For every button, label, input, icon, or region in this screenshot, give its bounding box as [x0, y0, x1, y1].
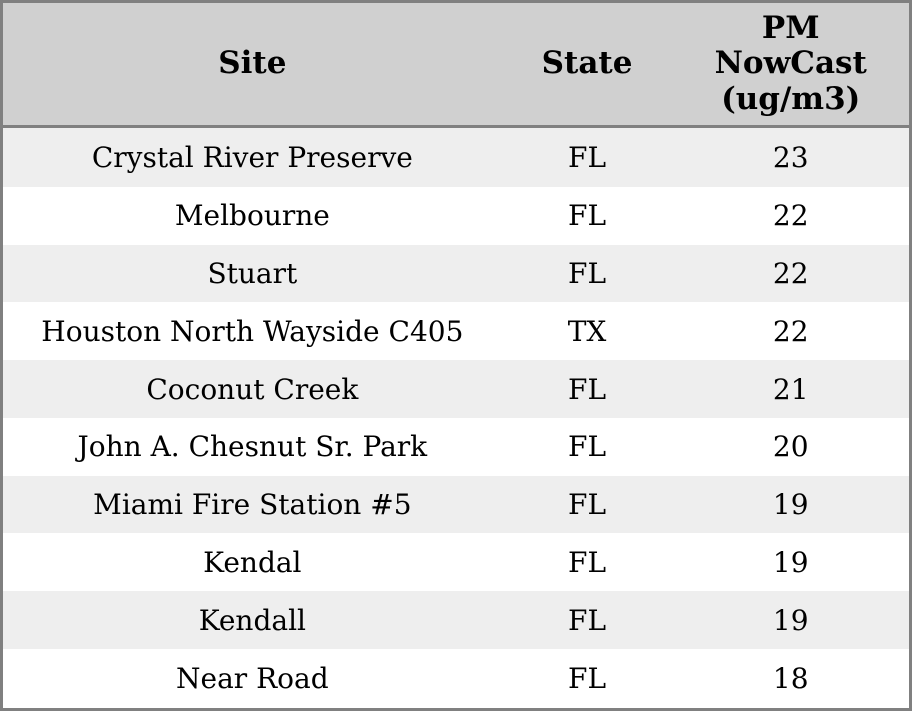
table-row: Melbourne FL 22: [1, 186, 911, 245]
table-body: Crystal River Preserve FL 23 Melbourne FL 22 S…: [1, 126, 911, 710]
site-cell: Melbourne: [174, 199, 330, 233]
table-row: John A. Chesnut Sr. Park FL 20: [1, 417, 911, 476]
site-cell: John A. Chesnut Sr. Park: [77, 430, 428, 464]
table-row: Miami Fire Station #5 FL 19: [1, 475, 911, 534]
state-cell: FL: [568, 257, 607, 291]
pm_nowcast-cell: 22: [772, 257, 809, 291]
column-header-site: Site: [1, 1, 502, 128]
header-row: Site State PM NowCast (ug/m3): [1, 1, 911, 128]
site-cell: Stuart: [207, 257, 298, 291]
site-cell: Crystal River Preserve: [91, 140, 413, 174]
pm_nowcast-cell: 19: [772, 603, 809, 637]
table-row: Houston North Wayside C405 TX 22: [1, 302, 911, 361]
state-cell: FL: [568, 199, 607, 233]
state-cell: FL: [568, 603, 607, 637]
state-cell: FL: [568, 545, 607, 579]
pm_nowcast-cell: 19: [772, 488, 809, 522]
pm_nowcast-cell: 20: [772, 430, 809, 464]
site-cell: Kendal: [203, 545, 302, 579]
site-cell: Miami Fire Station #5: [93, 488, 412, 522]
site-cell: Coconut Creek: [146, 372, 359, 406]
table-row: Near Road FL 18: [1, 649, 911, 710]
pm_nowcast-cell: 18: [772, 662, 809, 695]
state-cell: TX: [567, 314, 607, 348]
site-cell: Kendall: [198, 603, 306, 637]
state-cell: FL: [568, 488, 607, 522]
pm_nowcast-cell: 22: [772, 199, 809, 233]
table-header: Site State PM NowCast (ug/m3): [1, 1, 911, 128]
site-cell: Houston North Wayside C405: [41, 314, 464, 348]
column-header-state: State: [501, 1, 673, 128]
state-cell: FL: [568, 140, 607, 174]
table-row: Crystal River Preserve FL 23: [1, 126, 911, 187]
state-cell: FL: [568, 372, 607, 406]
table-row: Coconut Creek FL 21: [1, 360, 911, 418]
state-cell: FL: [568, 430, 607, 464]
state-cell: FL: [568, 662, 607, 695]
pm_nowcast-cell: 21: [772, 372, 809, 406]
site-cell: Near Road: [176, 662, 329, 695]
pm_nowcast-cell: 23: [772, 140, 809, 174]
table-row: Kendal FL 19: [1, 533, 911, 592]
pm_nowcast-cell: 22: [772, 314, 809, 348]
table-row: Stuart FL 22: [1, 244, 911, 303]
pm_nowcast-cell: 19: [772, 545, 809, 579]
column-header-pm-nowcast: PM NowCast (ug/m3): [672, 1, 911, 128]
table-row: Kendall FL 19: [1, 591, 911, 650]
